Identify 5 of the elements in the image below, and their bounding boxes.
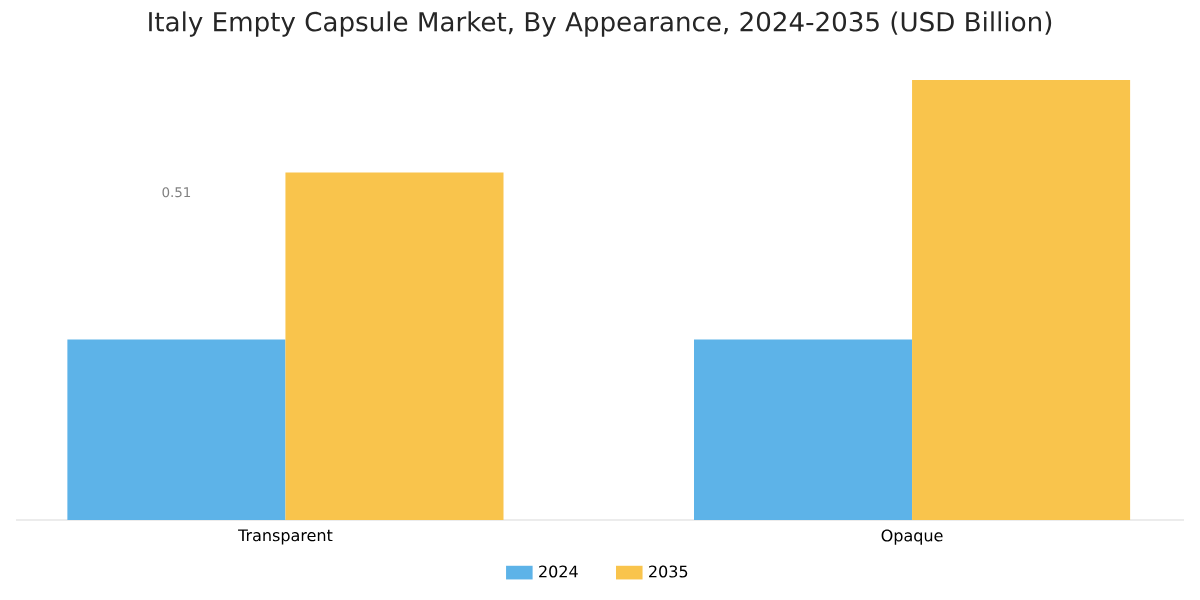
chart-title: Italy Empty Capsule Market, By Appearance, 2024-2035 (USD Billion) xyxy=(149,11,1052,37)
x-tick-label: Transparent xyxy=(238,529,333,545)
legend-label: 2035 xyxy=(649,565,688,578)
legend-label: 2024 xyxy=(539,565,578,578)
x-tick-label: Opaque xyxy=(881,529,943,545)
